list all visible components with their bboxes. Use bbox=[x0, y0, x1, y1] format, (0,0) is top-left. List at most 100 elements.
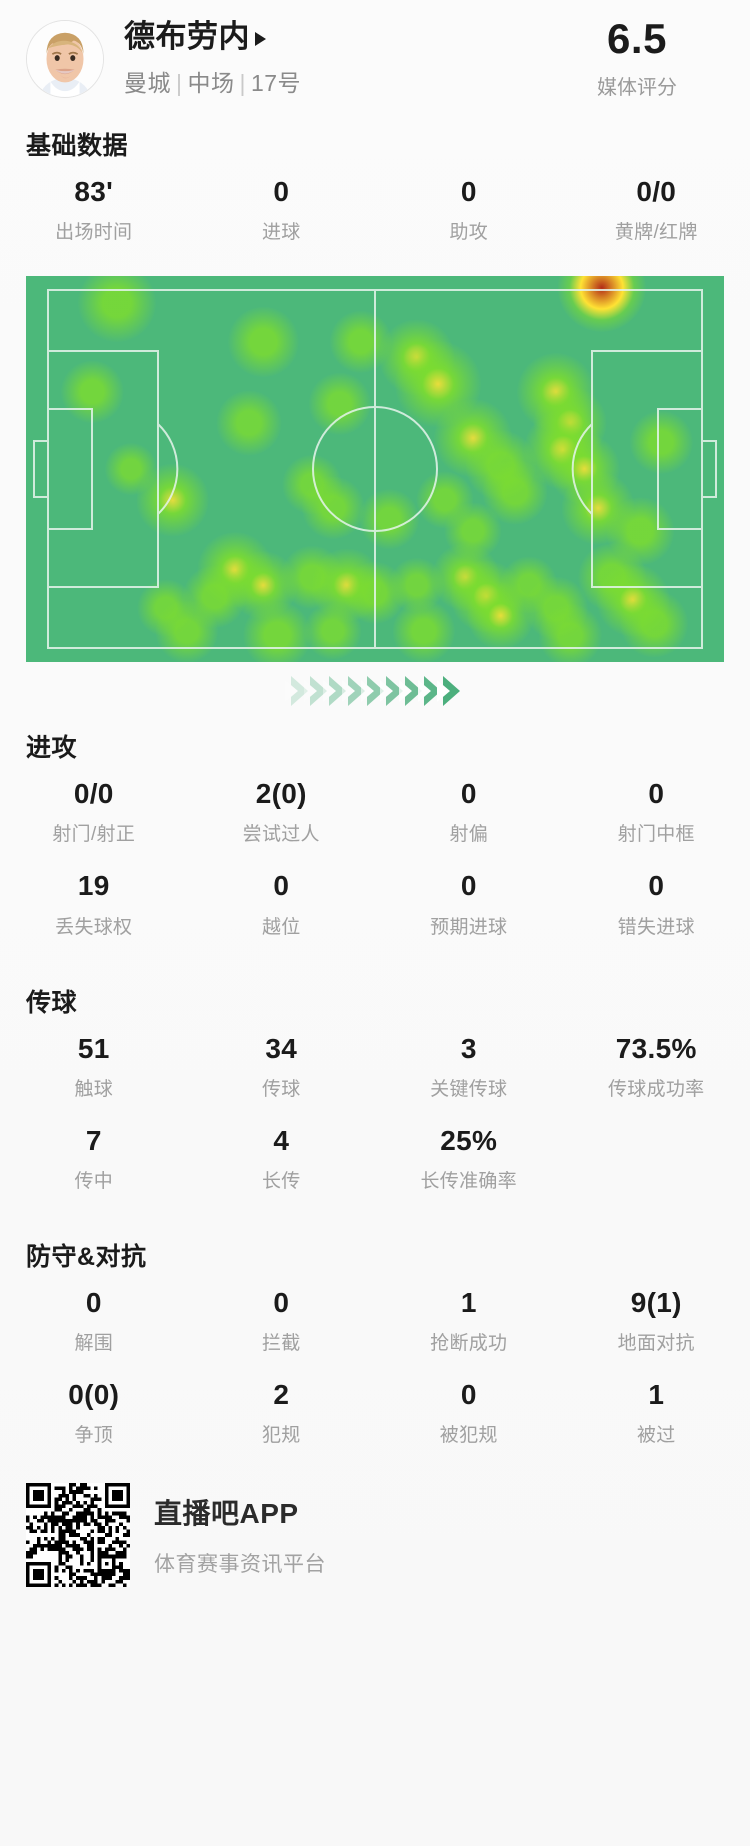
triangle-right-icon[interactable] bbox=[255, 31, 266, 46]
chevron-right-icon bbox=[284, 676, 308, 707]
chevron-right-icon bbox=[417, 676, 441, 707]
stat-row: 7 传中 4 长传 25% 长传准确率 bbox=[0, 1111, 750, 1203]
heat-blob bbox=[359, 489, 419, 550]
stat-cell-possession-lost: 19 丢失球权 bbox=[0, 856, 188, 948]
stat-label: 射门/射正 bbox=[52, 824, 136, 846]
rating-box: 6.5 媒体评分 bbox=[552, 18, 722, 100]
chevron-right-icon bbox=[322, 676, 346, 707]
stat-value: 0 bbox=[460, 1379, 477, 1411]
heat-blob bbox=[77, 276, 156, 343]
shirt-number-label: 17号 bbox=[250, 70, 302, 97]
separator-2: | bbox=[239, 70, 246, 97]
app-name: 直播吧APP bbox=[154, 1498, 299, 1530]
section-defense: 防守&对抗 0 解围 0 拦截 1 抢断成功 9(1) 地面对抗 0(0) 争顶 bbox=[0, 1237, 750, 1457]
stat-value: 0 bbox=[460, 778, 477, 810]
chevron-right-icon bbox=[398, 676, 422, 707]
chevron-right-icon bbox=[379, 676, 403, 707]
stat-value: 2 bbox=[273, 1379, 290, 1411]
heat-layer bbox=[26, 276, 724, 663]
section-basic: 基础数据 83' 出场时间 0 进球 0 助攻 0/0 黄牌/红牌 bbox=[0, 126, 750, 254]
stat-label: 越位 bbox=[261, 916, 301, 938]
stat-value: 25% bbox=[440, 1124, 498, 1156]
section-title-basic: 基础数据 bbox=[26, 132, 129, 160]
rating-label: 媒体评分 bbox=[597, 77, 677, 99]
app-tagline: 体育赛事资讯平台 bbox=[154, 1553, 326, 1577]
stat-value: 34 bbox=[265, 1032, 298, 1064]
stat-value: 0 bbox=[85, 1286, 102, 1318]
chevron-right-icon bbox=[360, 676, 384, 707]
stat-value: 0 bbox=[460, 870, 477, 902]
stat-value: 9(1) bbox=[630, 1286, 682, 1318]
player-header: 德布劳内 曼城 | 中场 | 17号 6.5 媒体评分 bbox=[0, 0, 750, 118]
stat-value: 0/0 bbox=[636, 176, 677, 207]
heat-blob bbox=[243, 601, 312, 663]
avatar[interactable] bbox=[26, 20, 104, 98]
stat-cell-fouled: 0 被犯规 bbox=[375, 1365, 563, 1457]
stat-value: 51 bbox=[77, 1032, 110, 1064]
separator-1: | bbox=[176, 70, 183, 97]
position-label: 中场 bbox=[187, 70, 235, 97]
stat-value: 0 bbox=[273, 1286, 290, 1318]
stat-value: 0 bbox=[648, 778, 665, 810]
chevron-right-icon bbox=[341, 676, 365, 707]
app-footer: 直播吧APP 体育赛事资讯平台 bbox=[0, 1483, 750, 1588]
heat-blob bbox=[308, 372, 372, 435]
heat-blob bbox=[392, 600, 456, 663]
stat-value: 0 bbox=[460, 176, 477, 207]
page-title: 德布劳内 bbox=[124, 18, 250, 54]
footer-text: 直播吧APP 体育赛事资讯平台 bbox=[154, 1492, 326, 1578]
stat-row: 19 丢失球权 0 越位 0 预期进球 0 错失进球 bbox=[0, 856, 750, 948]
stat-label: 错失进球 bbox=[617, 916, 695, 938]
chevron-right-icon bbox=[303, 676, 327, 707]
stat-label: 拦截 bbox=[261, 1333, 301, 1355]
stat-label: 关键传球 bbox=[430, 1078, 508, 1100]
team-label: 曼城 bbox=[124, 70, 171, 97]
stat-label: 解围 bbox=[74, 1333, 114, 1355]
stat-value: 0/0 bbox=[73, 778, 114, 810]
stat-cell-goals: 0 进球 bbox=[188, 162, 376, 254]
stat-cell-shots-off: 0 射偏 bbox=[375, 764, 563, 856]
stat-value: 73.5% bbox=[615, 1032, 697, 1064]
stat-value: 1 bbox=[648, 1379, 665, 1411]
stat-row: 0 解围 0 拦截 1 抢断成功 9(1) 地面对抗 bbox=[0, 1273, 750, 1365]
stat-cell-cards: 0/0 黄牌/红牌 bbox=[563, 162, 750, 254]
stat-label: 黄牌/红牌 bbox=[614, 222, 698, 244]
heat-blob bbox=[539, 603, 602, 663]
stat-label: 传中 bbox=[74, 1170, 114, 1192]
stat-label: 丢失球权 bbox=[55, 916, 133, 938]
stat-cell-key-passes: 3 关键传球 bbox=[375, 1019, 563, 1111]
stat-cell-interceptions: 0 拦截 bbox=[188, 1273, 376, 1365]
stat-label: 传球 bbox=[261, 1078, 301, 1100]
player-name-row[interactable]: 德布劳内 bbox=[124, 18, 301, 54]
qr-code-icon[interactable] bbox=[26, 1483, 130, 1588]
heat-blob bbox=[228, 306, 299, 377]
stat-cell-aerial-duels: 0(0) 争顶 bbox=[0, 1365, 188, 1457]
stat-label: 射门中框 bbox=[617, 824, 695, 846]
stat-cell-clearances: 0 解围 bbox=[0, 1273, 188, 1365]
stat-label: 触球 bbox=[74, 1078, 114, 1100]
heat-blob bbox=[104, 443, 157, 496]
stat-label: 射偏 bbox=[449, 824, 489, 846]
player-subtitle: 曼城 | 中场 | 17号 bbox=[124, 64, 301, 98]
stat-row: 51 触球 34 传球 3 关键传球 73.5% 传球成功率 bbox=[0, 1019, 750, 1111]
heat-blob bbox=[155, 600, 218, 663]
player-heatmap[interactable] bbox=[26, 276, 724, 663]
stat-cell-ground-duels: 9(1) 地面对抗 bbox=[563, 1273, 750, 1365]
stat-row: 0/0 射门/射正 2(0) 尝试过人 0 射偏 0 射门中框 bbox=[0, 764, 750, 856]
stat-value: 7 bbox=[85, 1124, 102, 1156]
stat-cell-passes: 34 传球 bbox=[188, 1019, 376, 1111]
section-title-defense: 防守&对抗 bbox=[26, 1242, 147, 1271]
rating-value: 6.5 bbox=[607, 15, 667, 62]
stat-value: 0 bbox=[273, 870, 290, 902]
stat-label: 长传准确率 bbox=[420, 1170, 517, 1192]
section-title-passing: 传球 bbox=[26, 988, 78, 1017]
stat-label: 助攻 bbox=[449, 222, 489, 244]
stat-cell-long-balls: 4 长传 bbox=[188, 1111, 376, 1203]
stat-label: 尝试过人 bbox=[242, 824, 320, 846]
heat-blob bbox=[304, 602, 362, 660]
heat-blob bbox=[629, 410, 693, 474]
stat-row: 83' 出场时间 0 进球 0 助攻 0/0 黄牌/红牌 bbox=[0, 162, 750, 254]
section-title-attack: 进攻 bbox=[26, 734, 78, 763]
stat-cell-tackles-won: 1 抢断成功 bbox=[375, 1273, 563, 1365]
